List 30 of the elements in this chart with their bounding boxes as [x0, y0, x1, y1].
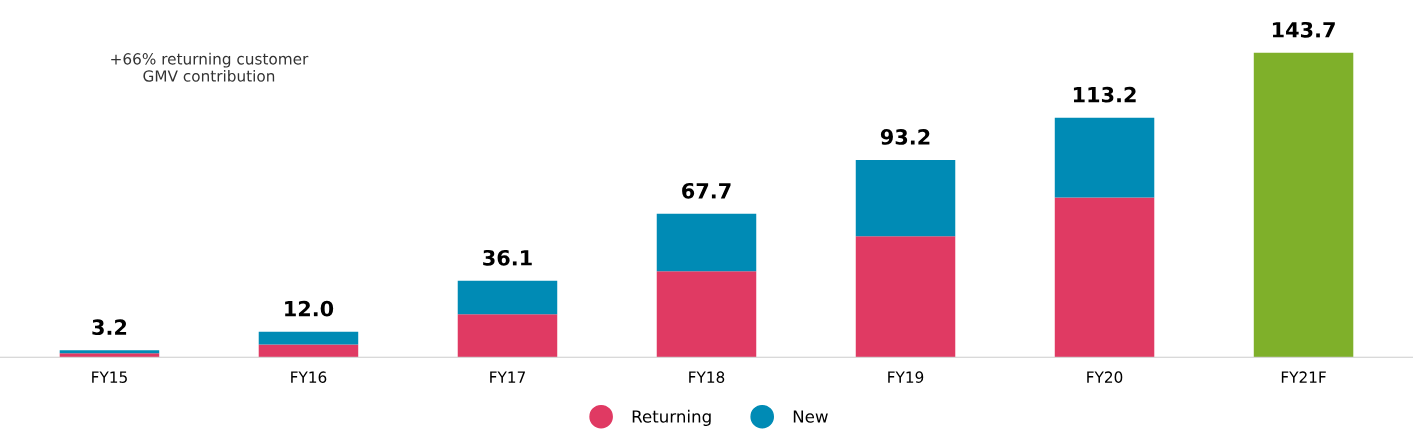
- bar: [258, 331, 359, 345]
- annotation: 113.2: [1073, 86, 1136, 103]
- x-tick-label: FY20: [1087, 371, 1123, 383]
- bar: [457, 314, 558, 358]
- x-tick-label: FY15: [92, 371, 127, 383]
- bar: [656, 271, 757, 358]
- bar: [59, 350, 160, 354]
- bar: [1054, 117, 1155, 198]
- annotation: 3.2: [92, 319, 127, 336]
- annotation: 143.7: [1272, 21, 1335, 38]
- annotation: +66% returning customer GMV contribution: [111, 52, 309, 82]
- annotation: 93.2: [880, 129, 930, 145]
- legend-label: New: [793, 410, 828, 423]
- x-tick-label: FY18: [689, 371, 725, 383]
- bar: [1054, 197, 1155, 358]
- bar: [258, 344, 359, 358]
- bar: [855, 236, 956, 358]
- bar: [1253, 52, 1354, 358]
- legend-label: Returning: [632, 409, 711, 426]
- bar: [656, 213, 757, 272]
- annotation: 36.1: [483, 249, 532, 266]
- x-tick-label: FY16: [291, 371, 327, 383]
- annotation: 67.7: [682, 182, 731, 199]
- bar: [457, 280, 558, 315]
- bar: [59, 353, 160, 358]
- x-tick-label: FY17: [490, 371, 525, 383]
- annotation: 12.0: [285, 300, 334, 317]
- bar: [855, 159, 956, 237]
- x-tick-label: FY21F: [1281, 371, 1326, 383]
- x-tick-label: FY19: [888, 371, 924, 383]
